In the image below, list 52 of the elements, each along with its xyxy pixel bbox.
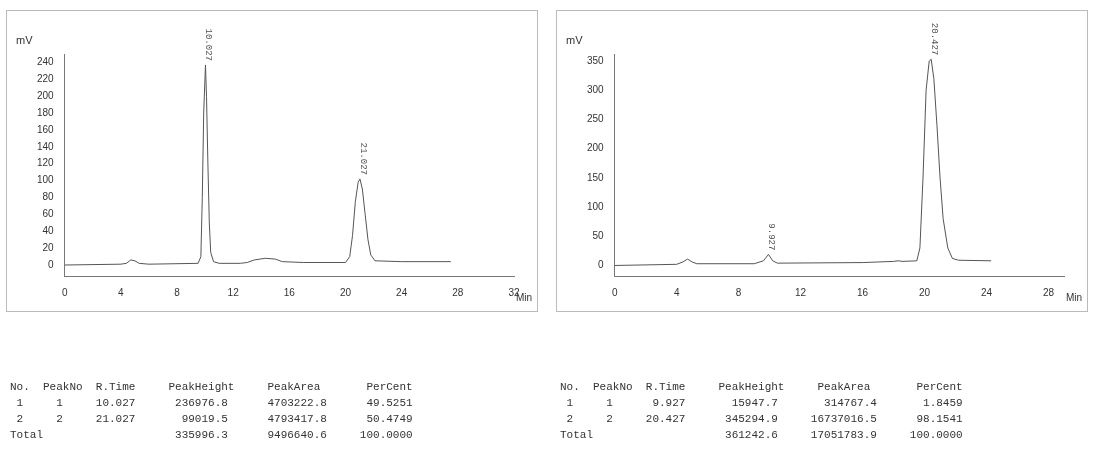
x-tick-label: 20 [918, 286, 931, 298]
x-axis-title: Min [1065, 292, 1082, 303]
y-tick-label: 350 [587, 54, 605, 66]
x-tick-label: 12 [795, 286, 807, 298]
text: Total 335996.3 9496640.6 100.0000 [10, 429, 413, 441]
y-axis-title: mV [566, 34, 583, 46]
x-tick-label: 0 [611, 286, 618, 298]
text: 2 2 21.027 99019.5 4793417.8 50.4749 [16, 413, 413, 425]
y-tick-label: 80 [42, 191, 55, 203]
x-tick-label: 8 [174, 286, 181, 298]
y-tick-label: 300 [587, 83, 605, 95]
annotation: 10.027 [203, 28, 214, 61]
x-tick-label: 28 [452, 286, 464, 298]
annotation: 20.427 [928, 22, 939, 56]
y-tick-label: 140 [37, 140, 55, 152]
y-tick-label: 240 [37, 56, 55, 68]
x-tick-label: 8 [735, 286, 742, 298]
y-tick-label: 200 [587, 142, 605, 154]
y-axis-title: mV [16, 34, 33, 46]
x-tick-label: 12 [227, 286, 240, 298]
x-tick-label: 4 [673, 286, 680, 298]
x-tick-label: 16 [857, 286, 869, 298]
y-tick-label: 40 [42, 225, 55, 237]
x-tick-label: 24 [980, 286, 993, 298]
y-tick-label: 100 [587, 200, 605, 212]
y-tick-label: 160 [37, 123, 55, 135]
text: No. PeakNo R.Time PeakHeight PeakArea PerCent [560, 381, 963, 393]
y-tick-label: 220 [37, 73, 55, 85]
y-tick-label: 60 [42, 208, 55, 220]
text: 2 2 20.427 345294.9 16737016.5 98.1541 [566, 413, 963, 425]
y-tick-label: 250 [587, 113, 605, 125]
y-tick-label: 20 [42, 241, 55, 253]
y-tick-label: 100 [37, 174, 55, 186]
text: 1 1 10.027 236976.8 4703222.8 49.5251 [16, 397, 413, 409]
y-tick-label: 150 [587, 171, 605, 183]
x-tick-label: 0 [61, 286, 68, 298]
text: 1 1 9.927 15947.7 314767.4 1.8459 [566, 397, 963, 409]
y-tick-label: 120 [37, 157, 55, 169]
annotation: 9.927 [766, 223, 777, 251]
x-tick-label: 28 [1042, 286, 1055, 298]
y-tick-label: 0 [48, 258, 55, 270]
y-tick-label: 180 [37, 106, 55, 118]
text: No. PeakNo R.Time PeakHeight PeakArea PerCent [10, 381, 413, 393]
text: Total 361242.6 17051783.9 100.0000 [560, 429, 963, 441]
x-tick-label: 4 [118, 286, 125, 298]
y-tick-label: 50 [592, 230, 605, 242]
y-tick-label: 0 [598, 259, 605, 271]
x-tick-label: 16 [283, 286, 296, 298]
x-tick-label: 24 [396, 286, 408, 298]
y-tick-label: 200 [37, 89, 55, 101]
annotation: 21.027 [357, 142, 368, 175]
x-tick-label: 20 [339, 286, 352, 298]
